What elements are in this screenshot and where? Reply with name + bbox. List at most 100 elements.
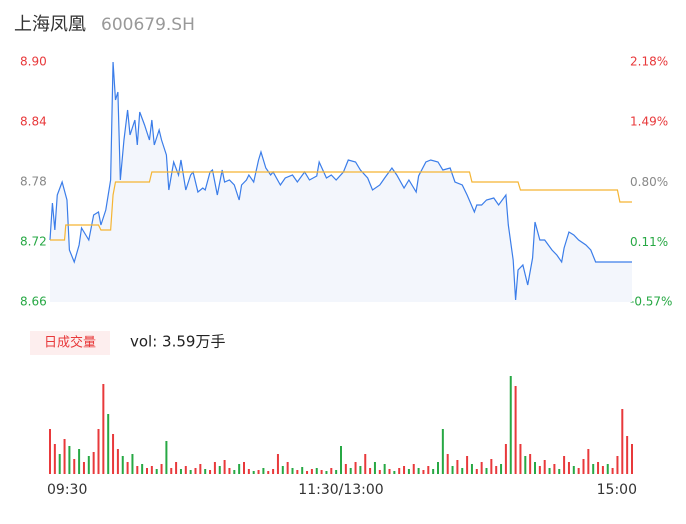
volume-bar xyxy=(291,468,294,474)
volume-bar xyxy=(92,452,95,474)
volume-bar xyxy=(320,470,323,474)
volume-bar xyxy=(582,459,585,474)
y-tick-label: 8.78 xyxy=(20,175,47,189)
volume-bar xyxy=(286,462,289,474)
volume-bar xyxy=(495,466,498,474)
y2-tick-label: 0.80% xyxy=(630,175,668,189)
volume-bar xyxy=(233,470,236,474)
volume-bar xyxy=(335,470,338,474)
volume-bar xyxy=(398,468,401,474)
volume-bar xyxy=(160,464,163,474)
volume-bar xyxy=(82,462,85,474)
volume-bar xyxy=(276,454,279,474)
volume-bar xyxy=(548,468,551,474)
volume-bar xyxy=(247,469,250,474)
volume-bar xyxy=(136,466,139,474)
volume-bar xyxy=(112,434,115,474)
volume-bar xyxy=(150,466,153,474)
volume-bar xyxy=(553,464,556,474)
volume-bar xyxy=(538,466,541,474)
volume-bar xyxy=(213,462,216,474)
volume-bar xyxy=(616,456,619,474)
volume-bar xyxy=(228,468,231,474)
volume-bar xyxy=(116,449,119,474)
volume-bar xyxy=(344,464,347,474)
volume-bar xyxy=(359,466,362,474)
volume-bar xyxy=(451,466,454,474)
volume-bar xyxy=(524,456,527,474)
volume-bar xyxy=(63,439,66,474)
volume-bar xyxy=(296,470,299,474)
volume-bar xyxy=(121,456,124,474)
volume-bar xyxy=(514,386,517,474)
volume-bar xyxy=(306,471,309,474)
y2-tick-label: 1.49% xyxy=(630,115,668,129)
volume-bar xyxy=(626,436,629,474)
volume-bar xyxy=(58,454,61,474)
volume-bar xyxy=(470,464,473,474)
volume-bar xyxy=(209,470,212,474)
volume-bar xyxy=(146,468,148,474)
volume-bar xyxy=(519,444,522,474)
volume-bar xyxy=(441,429,444,474)
volume-bar xyxy=(369,468,372,474)
volume-bar xyxy=(189,470,192,474)
volume-bar xyxy=(330,468,333,474)
volume-total: vol: 3.59万手 xyxy=(130,333,225,351)
volume-bar xyxy=(170,468,173,474)
volume-bar xyxy=(456,460,459,474)
volume-bar xyxy=(131,454,134,474)
volume-bar xyxy=(340,446,342,474)
volume-bar xyxy=(621,409,624,474)
volume-bar xyxy=(223,460,226,474)
volume-bar xyxy=(611,468,614,474)
average-line xyxy=(50,171,632,241)
x-tick-label: 09:30 xyxy=(47,482,87,498)
volume-bar xyxy=(437,462,439,474)
volume-bar xyxy=(383,464,386,474)
volume-bar xyxy=(412,464,415,474)
price-line xyxy=(49,61,632,301)
volume-bar xyxy=(504,444,507,474)
y2-tick-label: 0.11% xyxy=(630,235,668,249)
volume-bar xyxy=(543,460,546,474)
volume-bar xyxy=(422,470,425,474)
volume-bar xyxy=(417,468,420,474)
volume-bar xyxy=(461,468,464,474)
volume-bar xyxy=(272,469,275,474)
volume-bar xyxy=(262,468,265,474)
volume-bar xyxy=(126,462,129,474)
y-tick-label: 8.84 xyxy=(20,115,47,129)
volume-bar xyxy=(194,468,197,474)
volume-bar xyxy=(509,376,512,474)
y-tick-label: 8.66 xyxy=(20,295,47,309)
volume-bar xyxy=(631,444,633,474)
volume-bar xyxy=(257,470,260,474)
volume-bar xyxy=(432,469,435,474)
volume-bar xyxy=(567,462,570,474)
volume-bar xyxy=(165,441,168,474)
volume-bar xyxy=(558,469,561,474)
stock-code: 600679.SH xyxy=(101,15,195,35)
x-tick-label: 11:30/13:00 xyxy=(298,482,383,498)
volume-bar xyxy=(475,469,478,474)
y-tick-label: 8.72 xyxy=(20,235,47,249)
volume-bar xyxy=(325,471,328,474)
volume-bar xyxy=(53,444,56,474)
volume-bar xyxy=(49,429,51,474)
volume-bar xyxy=(601,466,604,474)
y2-tick-label: -0.57% xyxy=(630,295,672,309)
volume-bar xyxy=(310,469,313,474)
volume-bar xyxy=(267,471,270,474)
volume-bar xyxy=(107,414,110,474)
volume-bar xyxy=(301,467,304,474)
volume-bar xyxy=(446,454,449,474)
volume-bar xyxy=(529,454,532,474)
volume-bar xyxy=(572,466,575,474)
volume-bar xyxy=(238,464,241,474)
volume-bar xyxy=(252,471,255,474)
volume-bar xyxy=(373,462,376,474)
volume-bar xyxy=(364,454,367,474)
volume-bar xyxy=(427,466,430,474)
